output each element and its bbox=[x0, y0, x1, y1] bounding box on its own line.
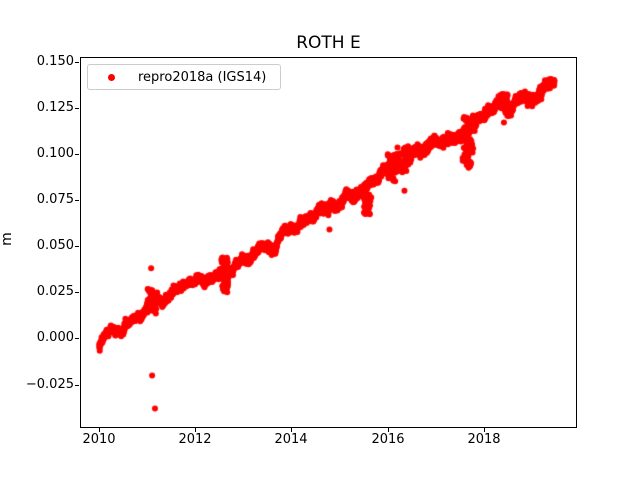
legend-label: repro2018a (IGS14) bbox=[138, 69, 267, 85]
y-tick-label: 0.075 bbox=[36, 192, 74, 207]
x-tick-label: 2016 bbox=[371, 432, 405, 447]
y-tick-mark bbox=[75, 200, 79, 201]
x-tick-label: 2012 bbox=[178, 432, 212, 447]
y-tick-label: 0.025 bbox=[36, 284, 74, 299]
y-tick-label: 0.125 bbox=[36, 100, 74, 115]
x-tick-label: 2014 bbox=[274, 432, 308, 447]
plot-area-border bbox=[80, 57, 577, 428]
y-tick-mark bbox=[75, 62, 79, 63]
y-tick-label: 0.150 bbox=[36, 54, 74, 69]
y-tick-label: 0.100 bbox=[36, 146, 74, 161]
legend-marker-dot-icon bbox=[108, 73, 115, 81]
y-axis-label: m bbox=[0, 232, 15, 246]
x-tick-label: 2018 bbox=[467, 432, 501, 447]
x-tick-mark bbox=[484, 428, 485, 432]
y-tick-mark bbox=[75, 154, 79, 155]
x-tick-label: 2010 bbox=[82, 432, 116, 447]
x-tick-mark bbox=[195, 428, 196, 432]
y-tick-mark bbox=[75, 246, 79, 247]
y-tick-label: −0.025 bbox=[25, 377, 74, 392]
y-tick-mark bbox=[75, 108, 79, 109]
legend: repro2018a (IGS14) bbox=[87, 64, 281, 90]
x-tick-mark bbox=[291, 428, 292, 432]
y-tick-mark bbox=[75, 385, 79, 386]
y-tick-mark bbox=[75, 338, 79, 339]
chart-title: ROTH E bbox=[296, 33, 361, 53]
y-tick-label: 0.000 bbox=[36, 330, 74, 345]
x-tick-mark bbox=[388, 428, 389, 432]
y-tick-label: 0.050 bbox=[36, 238, 74, 253]
x-tick-mark bbox=[99, 428, 100, 432]
y-tick-mark bbox=[75, 292, 79, 293]
